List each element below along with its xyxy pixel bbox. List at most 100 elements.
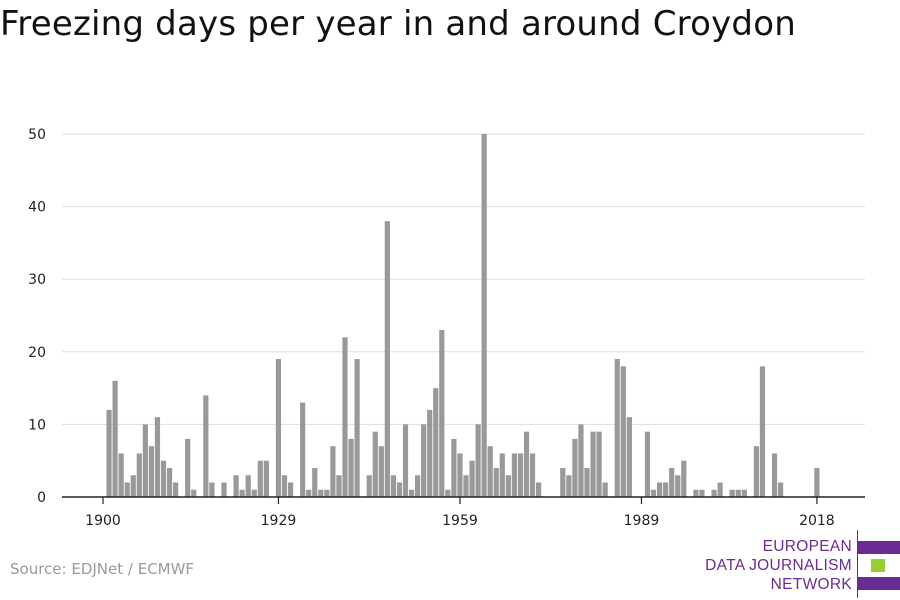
bar [421,424,427,497]
bar [233,475,239,497]
logo-divider [857,530,858,598]
bar [191,489,197,497]
bar [378,446,384,497]
gridlines [62,133,865,425]
x-tick-label: 1900 [85,513,121,529]
bar [433,388,439,497]
bar [348,438,354,497]
bar [620,366,626,497]
bar [384,221,390,497]
y-tick-label: 10 [28,417,46,433]
bar [626,417,632,497]
bar [469,460,475,497]
bar [650,489,657,497]
logo-line-2: DATA JOURNALISM [705,557,852,574]
bar [112,380,118,497]
bar [427,409,433,497]
bar [759,366,766,497]
bar [663,482,669,497]
bar [154,417,161,497]
bar [814,467,820,497]
bar [717,482,723,497]
bar [778,482,784,497]
bar [281,475,288,497]
bar [657,482,663,497]
bar [578,424,584,497]
logo-bar-purple-top [858,541,900,554]
bar [602,482,608,497]
bar-chart: 0 10 20 30 40 50 1900 1929 1959 1989 2018 [28,127,865,529]
bars [106,134,820,497]
bar [300,402,306,497]
x-tick-label: 2018 [799,513,835,529]
bar [366,475,372,497]
bar [584,467,590,497]
y-tick-label: 30 [28,272,46,288]
bar [251,489,257,497]
x-tick-label: 1989 [624,513,660,529]
bar [124,482,130,497]
bar [735,489,741,497]
bar [536,482,542,497]
bar [342,337,348,497]
bar [729,489,735,497]
y-axis-tick-labels: 0 10 20 30 40 50 [28,127,46,506]
bar [499,453,505,497]
x-axis-ticks: 1900 1929 1959 1989 2018 [85,497,835,529]
bar [136,453,142,497]
bar [753,446,759,497]
bar [330,446,336,497]
x-tick-label: 1959 [442,513,478,529]
bar [415,475,421,497]
bar [566,475,572,497]
bar [336,475,342,497]
bar [463,475,469,497]
logo-bar-purple-bottom [858,577,900,590]
bar [644,431,651,497]
bar [614,359,620,497]
source-note: Source: EDJNet / ECMWF [10,560,195,578]
bar [354,359,360,497]
bar [173,482,179,497]
bar [590,431,596,497]
bar [408,489,415,497]
bar [245,475,251,497]
edjnet-logo: EUROPEAN DATA JOURNALISM NETWORK [700,530,900,598]
bar [130,475,136,497]
bar [693,489,699,497]
logo-line-3: NETWORK [770,576,852,593]
logo-bar-green [871,559,885,572]
bar [263,460,269,497]
bar [596,431,602,497]
bar [669,467,675,497]
y-tick-label: 20 [28,345,46,361]
bar [390,475,396,497]
bar [203,395,209,497]
bar [699,489,705,497]
bar [275,359,282,497]
x-tick-label: 1929 [261,513,297,529]
bar [287,482,294,497]
bar [118,453,124,497]
bar [318,489,324,497]
bar [160,460,167,497]
bar [457,453,463,497]
bar [445,489,451,497]
bar [106,409,112,497]
y-tick-label: 0 [37,490,46,506]
bar [493,467,499,497]
bar [523,431,530,497]
bar [481,134,487,497]
y-tick-label: 50 [28,127,46,143]
bar [306,489,312,497]
bar [529,453,536,497]
bar [475,424,481,497]
bar [324,489,330,497]
chart-title: Freezing days per year in and around Cro… [0,4,796,44]
bar [451,438,457,497]
bar [239,489,245,497]
bar [675,475,681,497]
bar [257,460,263,497]
logo-line-1: EUROPEAN [762,538,852,555]
bar [741,489,747,497]
